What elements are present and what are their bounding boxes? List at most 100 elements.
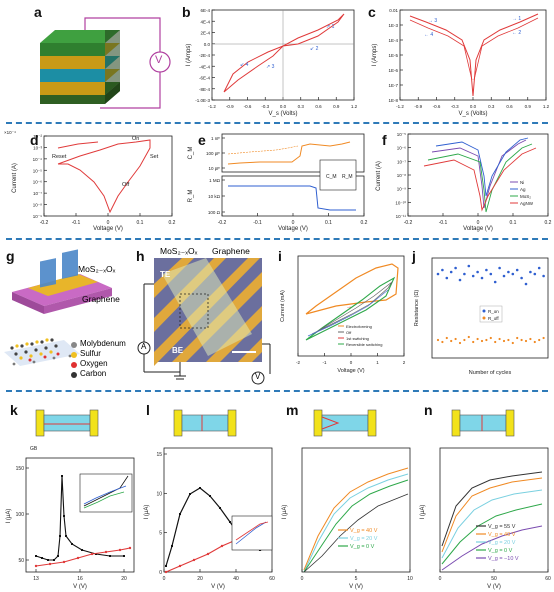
legend-entry: V_g = 0 V xyxy=(350,544,375,550)
y-tick-label: 1E-5 xyxy=(388,53,398,58)
switching-loop xyxy=(305,276,396,341)
x-tick-label: 16 xyxy=(77,576,83,582)
data-marker xyxy=(53,559,55,561)
device-stack-illustration xyxy=(40,17,171,109)
r-on-point xyxy=(507,270,510,274)
panel-f: f 10⁻⁵ 10⁻⁶ 10⁻⁷ 10⁻⁸ 10⁻⁹ 10⁻¹⁰ 10⁻¹¹ -0.2 -0.1… xyxy=(370,126,554,234)
x-axis-label: V (V) xyxy=(73,584,87,590)
r-off-point xyxy=(511,341,514,345)
y-tick-label: 10⁻⁹ xyxy=(33,214,42,219)
inset-curve xyxy=(235,521,267,545)
data-marker xyxy=(95,553,97,555)
x-tick-label: 0 xyxy=(477,220,480,226)
data-marker xyxy=(179,513,181,515)
y-tick-label: 10⁻³ xyxy=(33,145,42,150)
moso-label: MoS₂₋ₓOₓ xyxy=(78,264,116,274)
electrode xyxy=(367,409,377,437)
x-tick-label: 1.2 xyxy=(351,104,358,109)
panel-j: j Resistance (Ω) Number of cycles R_on R_of… xyxy=(410,244,554,384)
legend-entry: R_off xyxy=(488,316,499,321)
electrode xyxy=(35,409,45,437)
sweep-arrow: → 1 xyxy=(512,16,521,22)
sweep-arrow: ← 4 xyxy=(424,32,433,38)
voltmeter-symbol: V xyxy=(155,54,163,66)
plot-frame xyxy=(163,447,273,573)
y-axis-label: I (Amps) xyxy=(372,44,378,67)
data-marker xyxy=(209,495,211,497)
y-tick-label: 10⁻⁸ xyxy=(33,203,42,208)
data-marker xyxy=(178,564,182,568)
y-axis-label: I (μA) xyxy=(144,505,150,520)
electrode xyxy=(451,409,461,437)
sweep-arrow: → xyxy=(346,304,352,310)
x-tick-label: 0.9 xyxy=(525,104,532,109)
data-marker xyxy=(34,564,38,568)
x-axis-label: Number of cycles xyxy=(469,370,512,376)
y-tick-label: 1 nF xyxy=(211,136,220,141)
inset-curve xyxy=(83,491,125,509)
legend-swatch xyxy=(482,309,486,313)
r-on-point xyxy=(476,270,479,274)
data-marker xyxy=(109,555,111,557)
data-marker xyxy=(219,507,221,509)
panel-n: n 0 50 60 I (μA) V (V) V_g = 55 V V_g = 40 V V_… xyxy=(416,396,554,592)
iv-curve xyxy=(441,477,543,553)
x-tick-label: 60 xyxy=(545,576,551,582)
r-on-point xyxy=(480,276,484,280)
log-iv-chart-c: 0.01 1E-3 1E-4 1E-5 1E-6 1E-7 1E-8-1.2 -0.9 -0.6… xyxy=(372,8,550,117)
x-tick-label: -0.3 xyxy=(261,104,269,109)
bottom-y-axis-label: R_M xyxy=(188,190,194,203)
x-tick-label: -0.2 xyxy=(218,220,227,226)
x-tick-label: 0.6 xyxy=(506,104,513,109)
ammeter-symbol: A xyxy=(141,342,147,351)
x-axis-label: Voltage (V) xyxy=(278,226,308,232)
x-tick-label: -0.9 xyxy=(414,104,422,109)
data-marker xyxy=(118,548,122,552)
y-axis-label: I (μA) xyxy=(6,509,12,524)
data-marker xyxy=(104,550,108,554)
x-tick-label: -0.2 xyxy=(40,220,49,226)
legend-entry: 1st switching xyxy=(346,336,369,341)
y-tick-label: 10 xyxy=(156,491,162,497)
top-y-axis-label: C_M xyxy=(188,147,194,160)
x-tick-label: 2 xyxy=(403,360,406,365)
x-tick-label: -0.3 xyxy=(451,104,459,109)
x-tick-label: 20 xyxy=(121,576,127,582)
y-tick-label: 50 xyxy=(18,558,24,564)
r-off-point xyxy=(454,337,457,341)
r-on-point xyxy=(502,274,506,278)
r-on-point xyxy=(441,268,444,272)
panel-label: i xyxy=(278,248,282,264)
data-marker xyxy=(81,549,83,551)
iv-curve xyxy=(303,467,409,571)
r-off-point xyxy=(494,340,497,344)
y-tick-label: -2E-4 xyxy=(199,53,211,58)
corner-note: ×10⁻⁴ xyxy=(4,130,16,135)
log-iv-chart-d: 10⁻² 10⁻³ 10⁻⁴ 10⁻⁵ 10⁻⁶ 10⁻⁷ 10⁻⁸ 10⁻⁹-0.2 -0.1… xyxy=(4,130,176,232)
legend-entry: V_g = −10 V xyxy=(488,556,519,562)
r-off-point xyxy=(502,339,506,343)
data-marker xyxy=(35,555,37,557)
y-tick-label: 10 pF xyxy=(208,166,220,171)
iv-log-loop xyxy=(57,139,151,214)
data-marker xyxy=(62,560,66,564)
iv-log-loop xyxy=(431,139,527,209)
x-tick-label: 0.2 xyxy=(545,220,552,226)
r-on-point xyxy=(445,276,449,280)
y-tick-label: 10⁻² xyxy=(33,134,42,139)
panel-label: d xyxy=(30,132,39,148)
r-off-point xyxy=(538,338,541,342)
y-tick-label: 10⁻⁹ xyxy=(397,187,406,192)
iv-loop-chart-i: -2 -1 0 1 2 Current (mA) Voltage (V) → Electrofo… xyxy=(280,255,406,374)
y-tick-label: 100 pF xyxy=(206,151,220,156)
moso-title: MoS₂₋ₓOₓ xyxy=(160,246,198,256)
y-tick-label: 1 MΩ xyxy=(209,178,221,183)
x-tick-label: -2 xyxy=(296,360,300,365)
y-tick-label: -4E-4 xyxy=(199,64,211,69)
inset-curve xyxy=(83,475,129,507)
x-tick-label: 0.3 xyxy=(298,104,305,109)
device-schematic-g xyxy=(4,249,112,378)
legend-entry: R_on xyxy=(488,309,499,314)
y-axis-label: Resistance (Ω) xyxy=(414,290,420,327)
data-marker xyxy=(61,475,63,477)
